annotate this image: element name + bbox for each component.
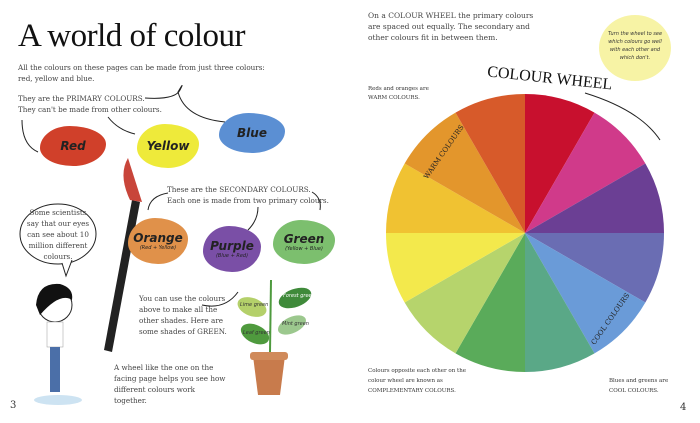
- page-number: 3: [10, 400, 17, 411]
- page-number: 4: [680, 402, 687, 413]
- turn-wheel-note: Turn the wheel to see which colours go w…: [607, 31, 663, 61]
- orange-blob: Orange (Red + Yellow): [128, 218, 188, 264]
- purple-blob: Purple (Blue + Red): [203, 226, 261, 272]
- complementary-text: Colours opposite each other on the colou…: [368, 368, 467, 394]
- wheel-segment: [525, 94, 595, 233]
- warm-text: Reds and oranges are WARM COLOURS.: [368, 86, 429, 101]
- speech-bubble: [19, 203, 97, 278]
- colour-wheel[interactable]: [386, 94, 664, 372]
- plant-pot-illustration: [237, 279, 312, 395]
- wheel-segment: [455, 233, 525, 372]
- wheel-segment: [386, 233, 525, 303]
- cool-text: Blues and greens are COOL COLOURS.: [609, 378, 669, 394]
- leaf-label: Leaf green: [243, 330, 270, 336]
- primary-text-1: They are the PRIMARY COLOURS.: [18, 94, 145, 103]
- yellow-blob: Yellow: [137, 124, 199, 168]
- primary-text-2: They can't be made from other colours.: [18, 105, 162, 114]
- right-intro-text: On a COLOUR WHEEL the primary colours ar…: [368, 11, 534, 42]
- page-title: A world of colour: [18, 18, 246, 54]
- red-blob: Red: [40, 126, 106, 166]
- wheel-segment: [525, 163, 664, 233]
- wheel-segment: [525, 233, 664, 303]
- wheel-segment: [525, 233, 595, 372]
- secondary-text-2: Each one is made from two primary colour…: [167, 196, 329, 205]
- wheel-segment: [404, 233, 525, 354]
- wheel-segment: [404, 112, 525, 233]
- intro-text: All the colours on these pages can be ma…: [18, 63, 265, 83]
- wheel-segment: [525, 112, 646, 233]
- wheel-segment: [455, 94, 525, 233]
- leaf-label: Lime green: [240, 302, 269, 308]
- wheel-segment: [525, 233, 646, 354]
- speech-text: Some scientists say that our eyes can se…: [26, 208, 90, 261]
- shades-text: You can use the colours above to make al…: [139, 294, 227, 336]
- wheel-segment: [386, 163, 525, 233]
- leaf-label: Mint green: [282, 321, 309, 327]
- wheel-text: A wheel like the one on the facing page …: [114, 363, 226, 405]
- girl-illustration: [34, 283, 82, 405]
- blue-blob: Blue: [219, 113, 285, 153]
- green-blob: Green (Yellow + Blue): [273, 220, 335, 264]
- secondary-text-1: These are the SECONDARY COLOURS.: [167, 185, 311, 194]
- note-bubble: [599, 15, 671, 81]
- leaf-label: Forest green: [283, 293, 315, 299]
- arrows: [21, 85, 661, 307]
